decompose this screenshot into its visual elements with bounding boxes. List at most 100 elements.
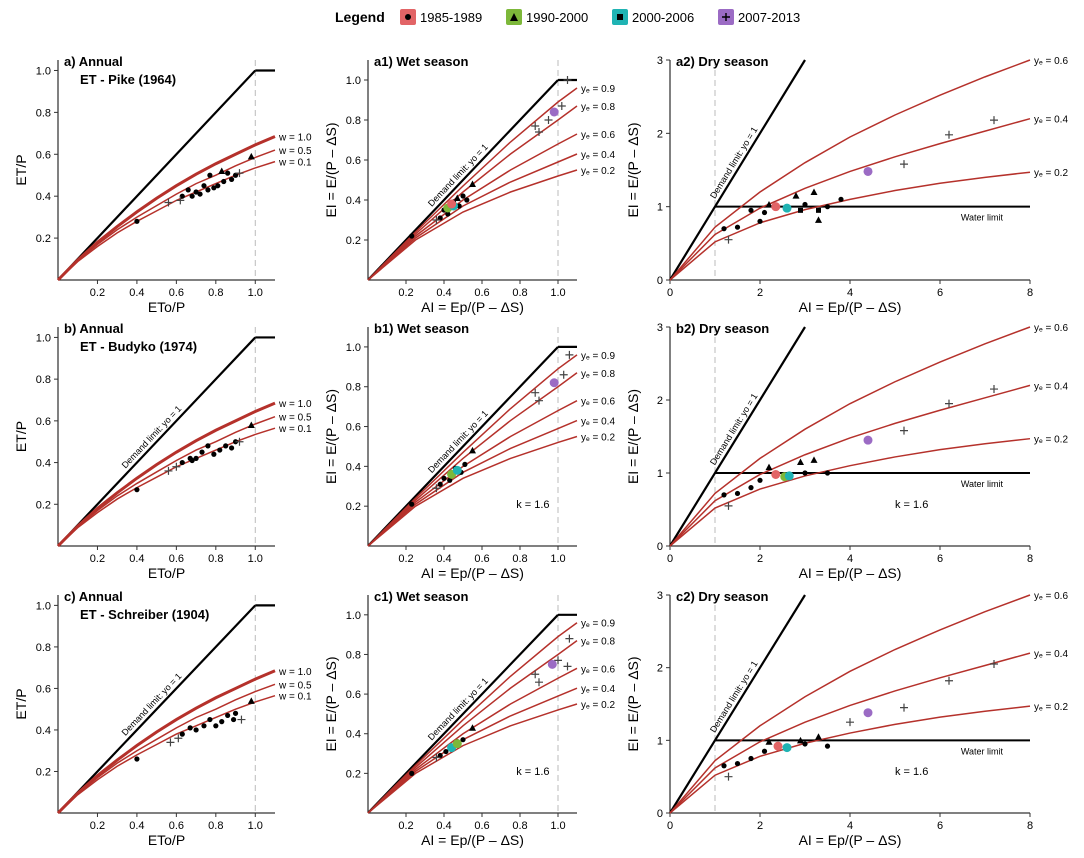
- data-point-period-mean: [784, 471, 794, 481]
- data-point-circle: [199, 449, 205, 455]
- demand-limit-label: Demand limit: yo = 1: [708, 392, 760, 467]
- data-point-plus: [172, 462, 181, 471]
- y-tick-label: 1.0: [36, 600, 51, 612]
- data-point-plus: [535, 678, 543, 687]
- curve-4: [367, 703, 578, 814]
- y-tick-label: 0.4: [346, 461, 361, 473]
- y-tick-label: 2: [657, 395, 663, 407]
- curve-label: yₑ = 0.6: [1034, 56, 1068, 67]
- y-tick-label: 0.8: [36, 374, 51, 386]
- demand-limit-label: Demand limit: yo = 1: [426, 408, 490, 474]
- data-point-square: [816, 207, 821, 213]
- y-tick-label: 0.4: [36, 191, 51, 203]
- data-point-triangle: [765, 738, 773, 745]
- legend-label: 1990-2000: [526, 9, 589, 25]
- data-point-circle: [824, 204, 831, 210]
- curve-3: [367, 687, 578, 814]
- x-tick-label: 0: [667, 287, 673, 299]
- data-point-plus: [432, 753, 441, 762]
- curve-2: [367, 667, 578, 814]
- curve-2: [669, 171, 1031, 281]
- data-point-circle: [761, 748, 768, 754]
- data-point-triangle: [469, 180, 476, 187]
- data-point-circle: [748, 485, 754, 491]
- y-axis-label: EI = E/(P – ΔS): [625, 122, 641, 217]
- data-point-plus: [945, 130, 953, 139]
- x-axis-label: ETo/P: [148, 832, 185, 848]
- data-point-circle: [802, 201, 808, 208]
- data-point-circle: [464, 197, 470, 203]
- y-tick-label: 1: [657, 468, 663, 480]
- k-annotation: k = 1.6: [516, 499, 549, 511]
- data-point-plus: [164, 198, 173, 207]
- data-point-plus: [432, 484, 441, 493]
- legend-swatch-plus-icon: [718, 9, 734, 25]
- curve-0: [669, 594, 1031, 814]
- data-point-plus: [544, 116, 553, 124]
- curve-2: [57, 427, 276, 547]
- legend-label: 1985-1989: [420, 9, 483, 25]
- data-point-plus: [563, 76, 572, 84]
- y-axis-label: EI = E/(P – ΔS): [323, 122, 339, 217]
- curve-1: [57, 683, 276, 814]
- curve-label: yₑ = 0.4: [581, 417, 615, 428]
- data-point-circle: [211, 451, 217, 457]
- data-point-circle: [217, 447, 223, 453]
- data-point-triangle: [815, 733, 822, 740]
- panel-b: 0.2 0.4 0.6 0.8 1.0 0.2 0.4 0.6 0.8 1.0 ETo/P ET/P D…: [13, 321, 312, 581]
- data-point-plus: [554, 656, 562, 665]
- demand-limit-label: Demand limit: yo = 1: [120, 671, 184, 738]
- curve-label: yₑ = 0.4: [1034, 115, 1068, 126]
- curve-label: yₑ = 0.2: [581, 166, 615, 177]
- y-tick-label: 0.6: [36, 416, 51, 428]
- data-point-plus: [565, 350, 574, 359]
- x-axis-label: AI = Ep/(P – ΔS): [799, 299, 902, 315]
- curve-4: [367, 169, 578, 281]
- x-tick-label: 0.2: [90, 287, 105, 299]
- data-point-triangle: [765, 463, 773, 471]
- data-point-triangle: [797, 736, 804, 744]
- y-tick-label: 0: [657, 275, 663, 287]
- data-point-period-mean: [782, 203, 792, 213]
- data-point-circle: [232, 172, 239, 178]
- x-axis-label: AI = Ep/(P – ΔS): [799, 565, 902, 581]
- y-tick-label: 3: [657, 590, 663, 602]
- curve-1: [669, 652, 1031, 814]
- data-point-circle: [456, 203, 462, 209]
- panel-c2: 0 2 4 6 8 0 1 2 3 AI = Ep/(P – ΔS) EI = E/(P – ΔS)…: [625, 589, 1068, 848]
- data-point-plus: [846, 718, 854, 727]
- data-point-square: [798, 207, 803, 213]
- x-axis-label: ETo/P: [148, 299, 185, 315]
- data-point-plus: [531, 670, 540, 679]
- y-tick-label: 1.0: [346, 610, 361, 622]
- data-point-circle: [225, 170, 231, 176]
- data-point-plus: [724, 501, 733, 510]
- x-tick-label: 4: [847, 287, 853, 299]
- curve-0: [56, 669, 276, 815]
- water-limit-label: Water limit: [961, 479, 1004, 489]
- data-point-period-mean: [863, 708, 873, 718]
- water-limit-label: Water limit: [961, 213, 1004, 223]
- data-point-triangle: [218, 167, 226, 175]
- curve-label: yₑ = 0.9: [581, 351, 615, 362]
- x-tick-label: 8: [1027, 820, 1033, 832]
- x-tick-label: 0.6: [169, 287, 184, 299]
- curve-label: w = 0.5: [278, 146, 312, 157]
- panel-subtitle: ET - Schreiber (1904): [80, 607, 209, 622]
- data-point-circle: [201, 723, 207, 729]
- data-point-circle: [205, 187, 211, 193]
- data-point-period-mean: [452, 739, 462, 749]
- data-point-plus: [900, 703, 908, 712]
- data-point-circle: [229, 176, 235, 183]
- x-tick-label: 4: [847, 820, 853, 832]
- data-point-circle: [761, 209, 768, 216]
- curve-label: yₑ = 0.2: [1034, 702, 1068, 713]
- data-point-plus: [235, 169, 244, 178]
- data-point-plus: [432, 216, 441, 224]
- data-point-plus: [559, 370, 568, 379]
- x-tick-label: 0.4: [436, 287, 451, 299]
- curve-label: w = 0.5: [278, 413, 312, 424]
- data-point-plus: [235, 437, 244, 446]
- data-point-circle: [443, 748, 449, 755]
- curve-1: [367, 372, 578, 547]
